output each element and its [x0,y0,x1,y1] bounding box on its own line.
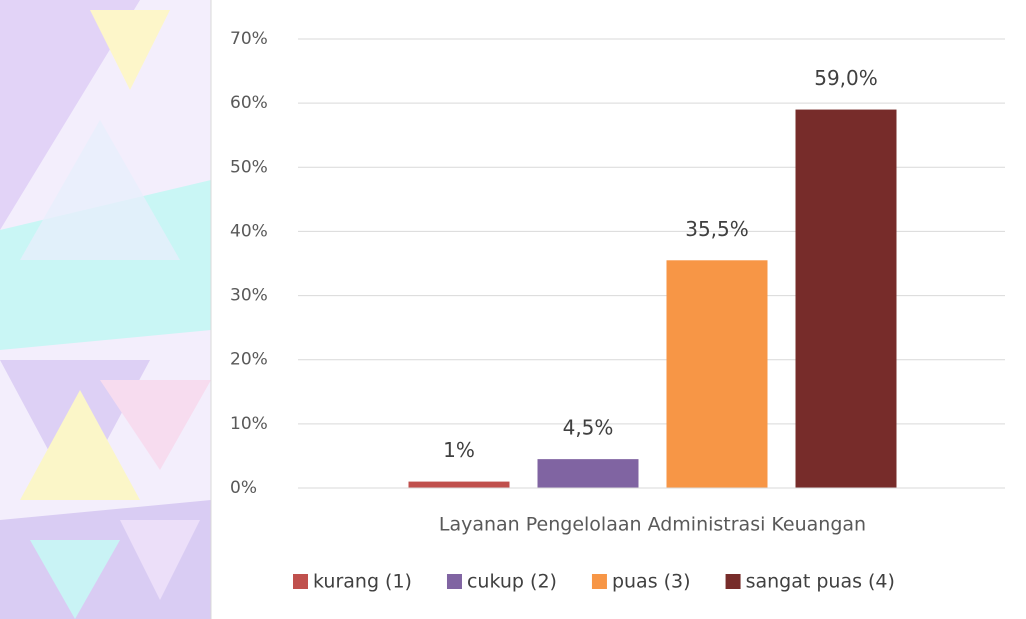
bar [408,481,510,488]
legend-swatch [446,574,462,589]
legend-swatch [293,574,308,589]
y-tick-label: 30% [230,286,268,306]
value-label: 35,5% [685,217,749,241]
value-label: 59,0% [814,66,878,90]
legend-label: puas (3) [612,571,691,593]
bar [666,260,768,488]
legend-swatch [591,574,607,589]
legend-label: cukup (2) [467,571,557,593]
x-tick-label: Layanan Pengelolaan Administrasi Keuanga… [439,514,866,536]
legend-label: sangat puas (4) [746,571,895,593]
legend-label: kurang (1) [313,571,412,593]
bar [795,109,897,489]
y-tick-label: 10% [230,414,268,434]
legend-swatch [725,574,741,589]
value-label: 1% [443,438,475,462]
y-tick-label: 40% [230,221,268,241]
y-tick-label: 60% [230,93,268,113]
value-label: 4,5% [563,416,614,440]
y-tick-label: 20% [230,350,268,370]
bar [537,459,639,488]
y-tick-label: 70% [230,29,268,49]
decoration [0,0,212,619]
y-tick-label: 0% [230,478,257,498]
y-tick-label: 50% [230,157,268,177]
